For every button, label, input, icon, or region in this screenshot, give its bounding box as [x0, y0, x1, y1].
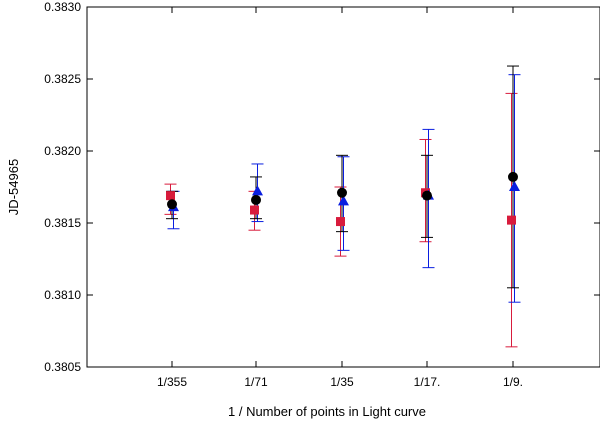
- series-layer: [164, 65, 521, 348]
- data-point-circle: [422, 190, 432, 201]
- x-tick-label: 1/17.: [414, 375, 441, 389]
- y-tick-label: 0.3810: [44, 288, 81, 302]
- data-point-circle: [337, 187, 347, 198]
- markers-circle: [167, 171, 518, 210]
- data-point-square: [336, 217, 345, 227]
- x-axis: 1/355 1/71 1/35 1/17. 1/9.: [157, 7, 523, 389]
- data-point-triangle: [509, 181, 520, 191]
- x-tick-label: 1/71: [244, 375, 268, 389]
- series-circle: [166, 65, 519, 289]
- data-point-square: [166, 191, 175, 201]
- y-axis: 0.3805 0.3810 0.3815 0.3820 0.3825 0.3830: [44, 0, 600, 374]
- x-tick-label: 1/355: [157, 375, 187, 389]
- y-axis-label: JD-54965: [6, 159, 21, 215]
- data-point-square: [507, 215, 516, 225]
- data-point-circle: [508, 171, 518, 182]
- data-point-triangle: [338, 195, 349, 206]
- data-point-circle: [167, 199, 177, 210]
- y-tick-label: 0.3820: [44, 144, 81, 158]
- x-tick-label: 1/35: [330, 375, 354, 389]
- y-tick-label: 0.3805: [44, 360, 81, 374]
- plot-frame: [86, 6, 600, 368]
- x-tick-label: 1/9.: [503, 375, 523, 389]
- data-point-circle: [251, 194, 261, 205]
- x-axis-label: 1 / Number of points in Light curve: [228, 404, 426, 419]
- y-tick-label: 0.3815: [44, 216, 81, 230]
- data-point-square: [250, 205, 259, 215]
- y-tick-label: 0.3830: [44, 0, 81, 14]
- y-tick-label: 0.3825: [44, 72, 81, 86]
- data-point-triangle: [252, 185, 263, 196]
